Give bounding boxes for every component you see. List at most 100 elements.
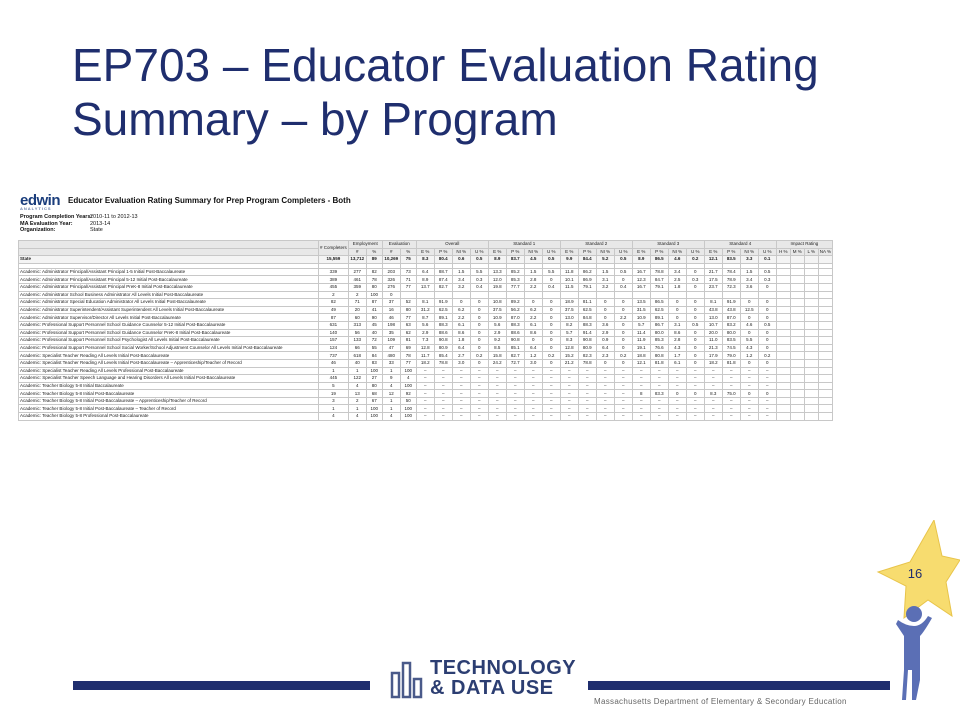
table-cell: 5.6 [487,320,507,330]
table-cell: 88.6 [505,328,525,338]
table-cell: 11.8 [559,267,579,277]
table-row-label: Academic: Teacher Biology 5-8 Initial Po… [18,396,319,406]
table-cell: 50 [399,396,417,406]
table-cell [817,275,834,284]
table-cell: 10.7 [703,320,723,330]
table-cell: 11.0 [703,336,723,345]
table-cell: – [667,396,687,406]
table-row-label: Academic: Specialist Teacher Reading All… [18,351,319,360]
table-cell: 0 [469,336,489,345]
table-cell: 0 [757,305,777,315]
table-cell: 11.7 [415,351,435,360]
table-cell: 12.1 [703,255,723,264]
table-cell: 1.2 [523,351,543,360]
table-cell: 77 [399,358,417,368]
report-meta-line: Program Completion Years:2010-11 to 2012… [20,214,138,221]
table-cell: – [703,381,723,391]
table-cell: 86.2 [577,267,597,277]
table-cell: 0.1 [757,255,777,264]
table-cell: 3.4 [667,267,687,277]
table-cell [451,290,471,300]
table-cell [399,290,417,300]
table-cell: – [757,396,777,406]
table-cell: – [487,412,507,421]
table-cell: 11.9 [631,336,651,345]
table-cell [667,290,687,300]
table-cell: – [739,381,759,391]
table-cell: 0.5 [469,255,489,264]
report-meta-key: Organization: [20,227,56,233]
table-cell: – [559,381,579,391]
table-cell [789,374,805,383]
table-cell: – [577,412,597,421]
table-cell: 85.3 [649,336,669,345]
table-header-group: Employment [347,240,383,249]
table-cell: 68 [365,389,383,398]
table-cell: 0.5 [757,320,777,330]
table-cell [817,290,834,300]
table-cell: 198 [381,320,401,330]
table-cell: 16 [381,305,401,315]
table-cell: 13.0 [559,313,579,322]
table-header-group: Overall [415,240,489,249]
table-cell: 5.5 [739,336,759,345]
table-cell: 2.2 [613,313,633,322]
table-cell [803,320,819,330]
table-cell: 84.8 [577,313,597,322]
table-row: Academic: Specialist Teacher Reading All… [18,351,834,360]
report-meta-value: 2010-11 to 2012-13 [90,214,138,220]
table-cell [803,389,819,398]
table-subheader: NI % [523,247,543,257]
table-cell: 89.2 [505,298,525,307]
table-cell: 100 [365,366,383,376]
table-cell: – [523,381,543,391]
table-cell: 0 [541,343,561,353]
table-header-group: Standard 1 [487,240,561,249]
table-cell: 109 [381,336,401,345]
table-cell: – [685,381,705,391]
table-cell [803,275,819,284]
table-cell: 0 [523,298,543,307]
table-cell: 2.2 [451,313,471,322]
table-subheader: U % [685,247,705,257]
table-cell: – [451,396,471,406]
table-subheader: % [365,247,383,257]
report-header: edwin ANALYTICS Educator Evaluation Rati… [18,190,938,212]
table-cell [803,366,819,376]
table-cell [789,389,805,398]
table-cell: 12.1 [631,358,651,368]
table-cell: – [469,404,489,414]
table-cell: – [703,396,723,406]
table-cell: 82.7 [505,351,525,360]
table-cell: – [631,412,651,421]
table-cell: 1.5 [523,267,543,277]
table-cell: 0 [757,313,777,322]
table-cell: 0 [613,358,633,368]
table-cell: 33 [381,358,401,368]
table-group-header: # Completers Employment Evaluation Overall S… [18,239,834,257]
table-cell: – [739,404,759,414]
table-cell: 80 [365,282,383,292]
table-cell: 1.5 [595,267,615,277]
table-cell: 133 [347,336,367,345]
table-cell: 21.7 [703,267,723,277]
table-cell: 47 [381,343,401,353]
table-cell: 21.2 [559,358,579,368]
table-cell: 18.9 [559,298,579,307]
table-cell [775,313,791,322]
table-cell: 1.2 [739,351,759,360]
table-cell: 83.7 [505,255,525,264]
table-cell: 12.3 [631,275,651,284]
table-cell: 0.5 [757,267,777,277]
table-cell [817,305,834,315]
table-cell: 18.8 [631,351,651,360]
table-cell: 12.0 [487,275,507,284]
table-cell: 0 [613,336,633,345]
table-cell: 84.7 [649,275,669,284]
table-cell [817,374,834,383]
table-row-label: Academic: Teacher Biology 5-8 Profession… [18,412,319,421]
table-cell: 0 [685,305,705,315]
table-cell: – [469,389,489,398]
table-row: Academic: Teacher Biology 5-8 Initial Ba… [18,381,834,391]
table-cell: – [613,366,633,376]
